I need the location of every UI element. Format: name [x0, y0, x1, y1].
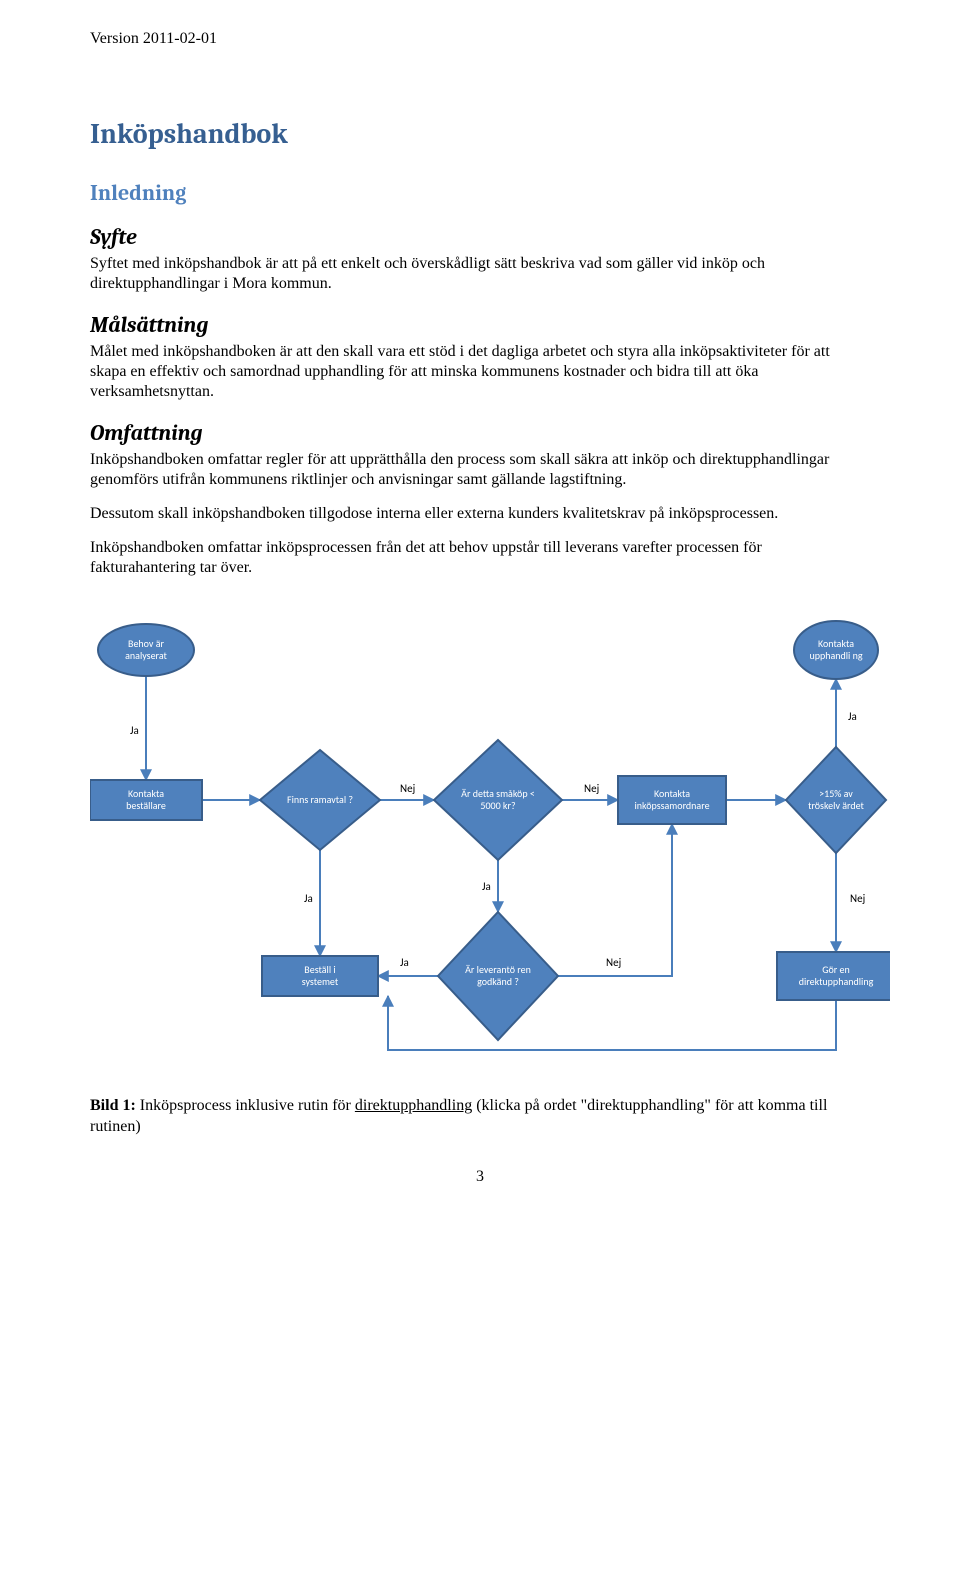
svg-text:analyserat: analyserat [125, 649, 167, 662]
svg-text:systemet: systemet [302, 975, 339, 988]
svg-text:Nej: Nej [400, 782, 416, 795]
svg-text:upphandli ng: upphandli ng [809, 649, 862, 662]
svg-text:tröskelv ärdet: tröskelv ärdet [808, 799, 864, 812]
document-page: Version 2011-02-01 Inköpshandbok Inledni… [0, 0, 960, 1226]
svg-text:Ja: Ja [304, 892, 313, 905]
para-omfattning-2: Dessutom skall inköpshandboken tillgodos… [90, 504, 870, 524]
svg-text:direktupphandling: direktupphandling [799, 975, 874, 988]
flowchart: JaNejNejJaJaJaJaNejNejBehov äranalyserat… [90, 596, 870, 1076]
heading-inledning: Inledning [90, 180, 870, 206]
heading-syfte: Syfte [90, 224, 870, 250]
para-malsattning: Målet med inköpshandboken är att den ska… [90, 342, 870, 402]
para-omfattning-1: Inköpshandboken omfattar regler för att … [90, 450, 870, 490]
svg-text:beställare: beställare [126, 799, 166, 812]
svg-text:Ja: Ja [400, 956, 409, 969]
figure-caption: Bild 1: Inköpsprocess inklusive rutin fö… [90, 1096, 870, 1138]
svg-text:Nej: Nej [850, 892, 866, 905]
svg-text:Nej: Nej [584, 782, 600, 795]
caption-pre: Inköpsprocess inklusive rutin för [140, 1097, 355, 1114]
svg-text:5000 kr?: 5000 kr? [480, 799, 516, 812]
svg-text:godkänd ?: godkänd ? [477, 975, 519, 988]
caption-link[interactable]: direktupphandling [355, 1097, 472, 1114]
para-omfattning-3: Inköpshandboken omfattar inköpsprocessen… [90, 538, 870, 578]
svg-text:Ja: Ja [848, 710, 857, 723]
svg-text:Finns ramavtal ?: Finns ramavtal ? [287, 793, 353, 806]
para-syfte: Syftet med inköpshandbok är att på ett e… [90, 254, 870, 294]
svg-text:Ja: Ja [130, 724, 139, 737]
caption-bold: Bild 1: [90, 1097, 140, 1114]
svg-text:Ja: Ja [482, 880, 491, 893]
version-line: Version 2011-02-01 [90, 30, 870, 48]
heading-omfattning: Omfattning [90, 420, 870, 446]
doc-title: Inköpshandbok [90, 118, 870, 150]
heading-malsattning: Målsättning [90, 312, 870, 338]
svg-text:inköpssamordnare: inköpssamordnare [634, 799, 709, 812]
svg-text:Nej: Nej [606, 956, 622, 969]
page-number: 3 [90, 1168, 870, 1186]
